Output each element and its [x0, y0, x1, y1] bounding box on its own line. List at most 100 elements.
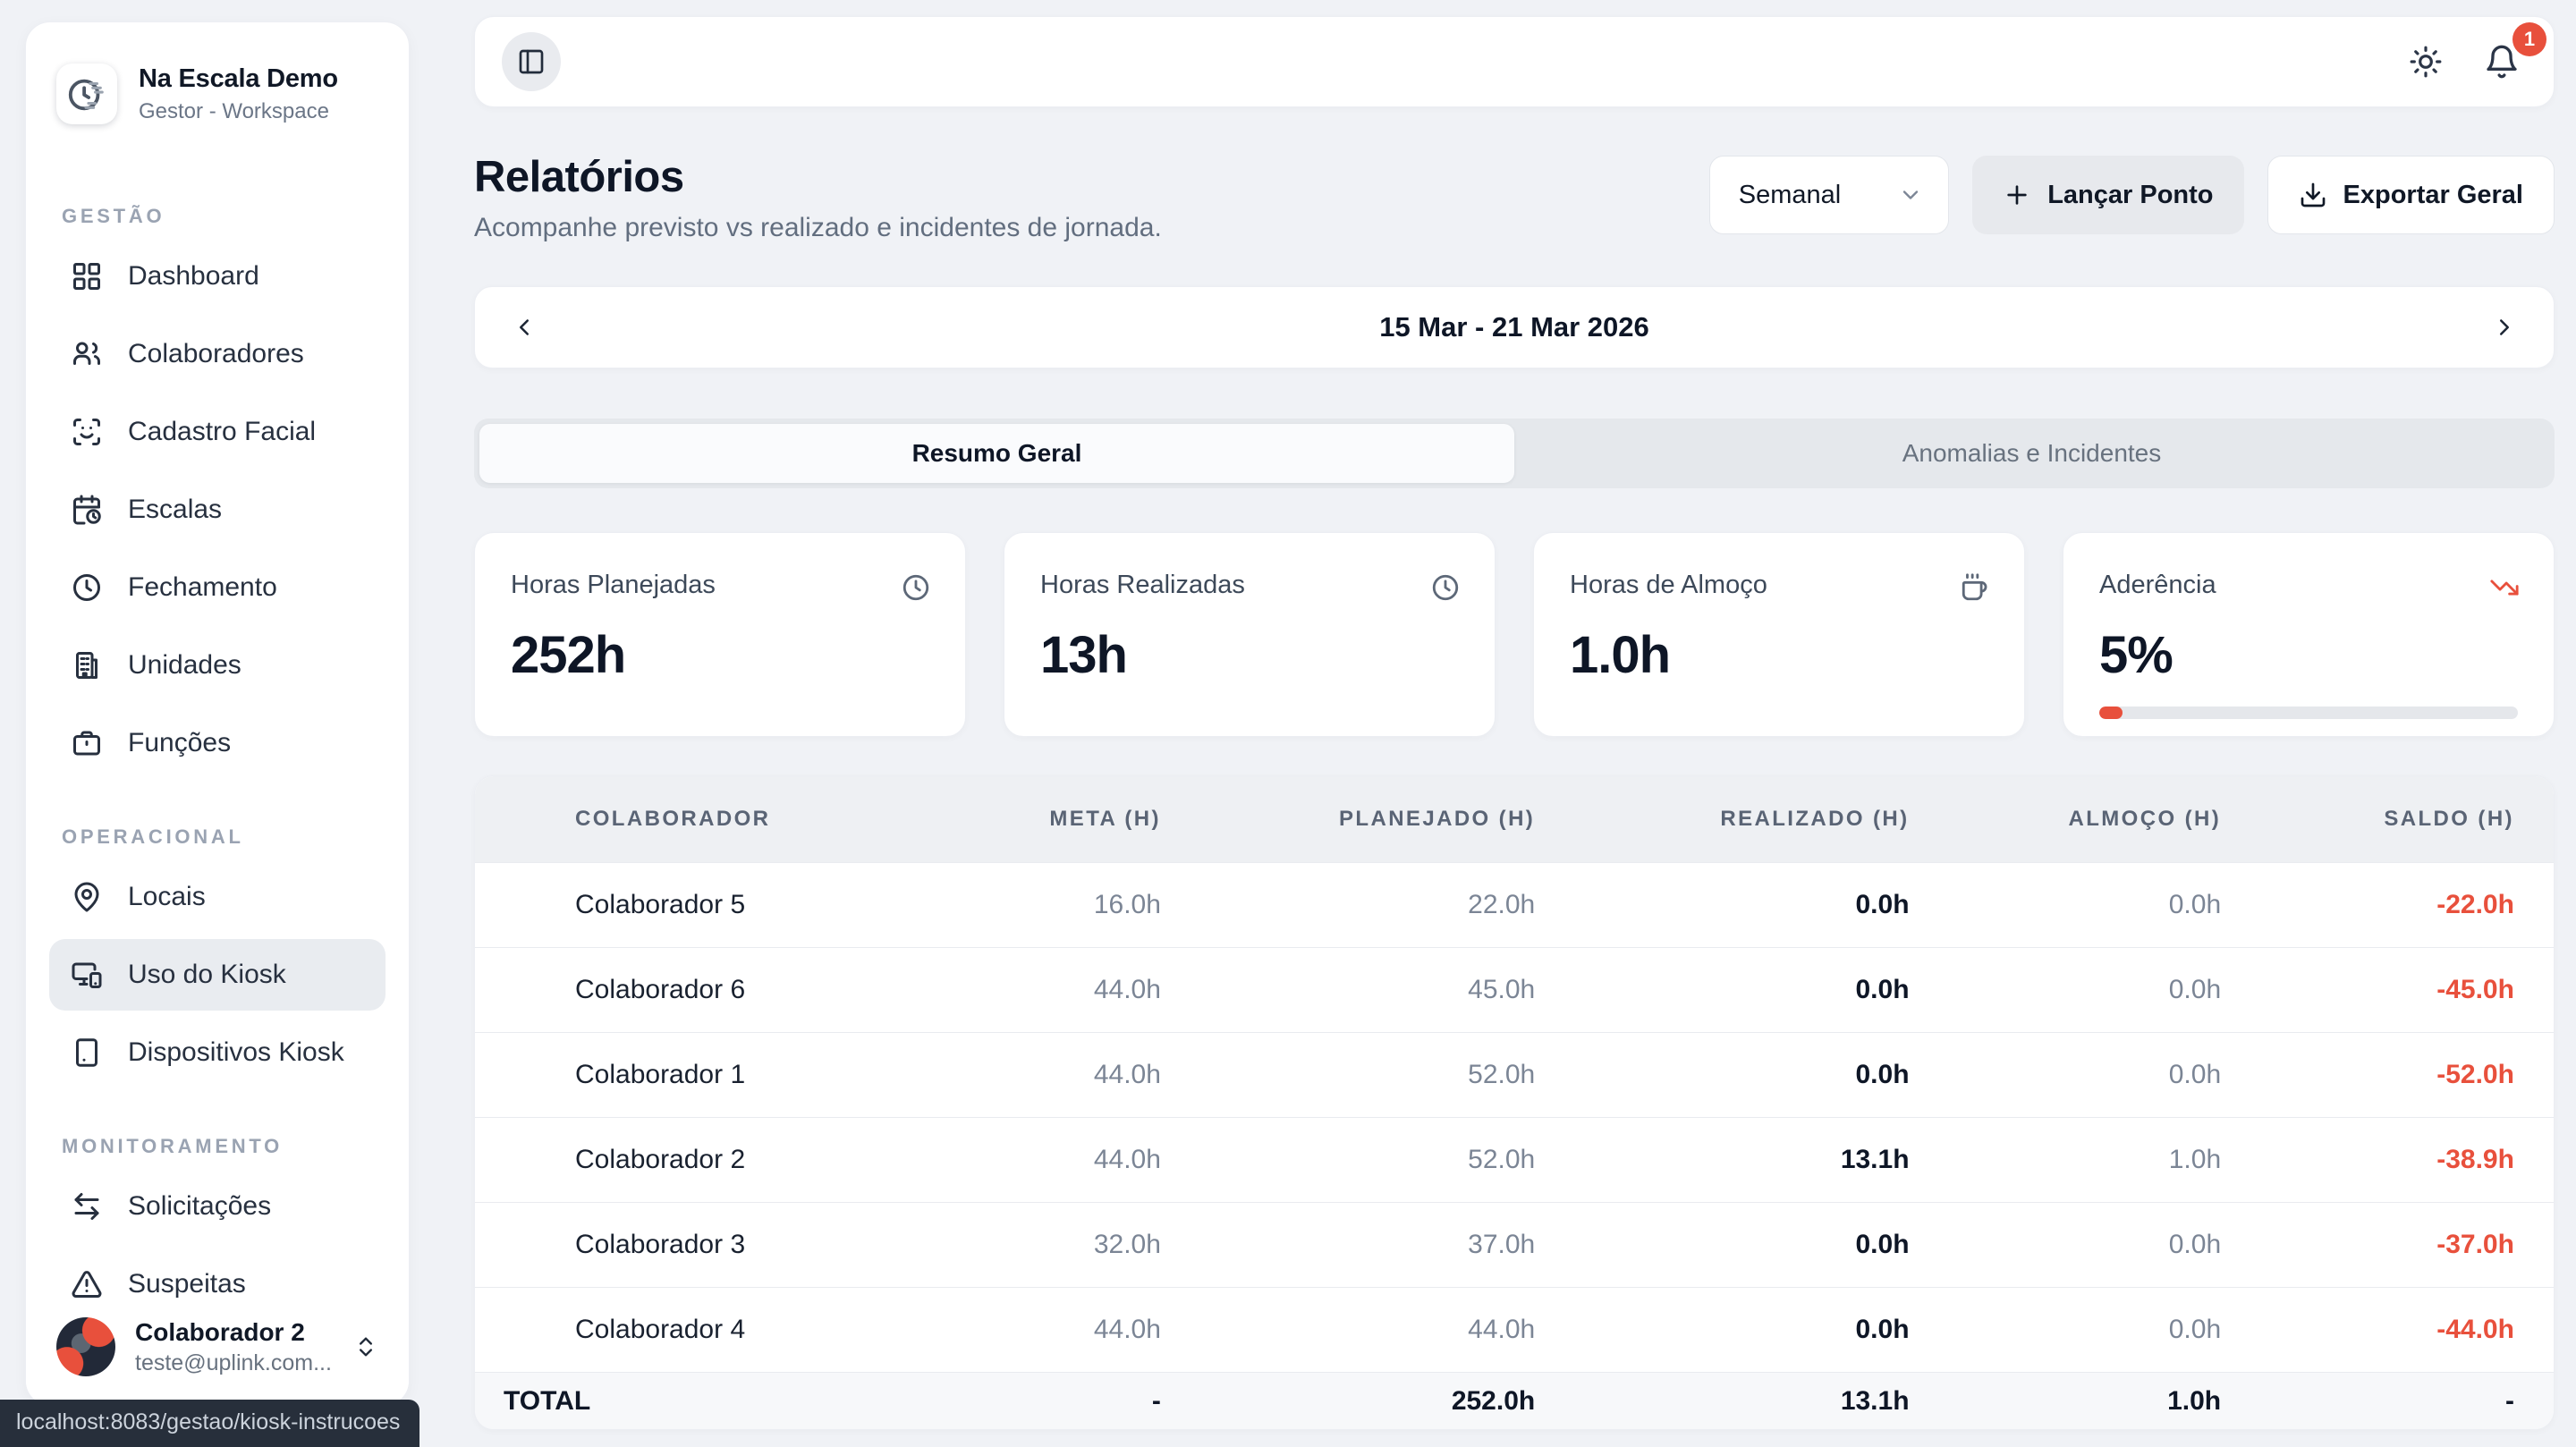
scan-face-icon: [73, 419, 100, 445]
sidebar-item-escalas[interactable]: Escalas: [49, 474, 386, 546]
cell-planejado: 44.0h: [1468, 1315, 1536, 1344]
cell-planejado: 52.0h: [1468, 1145, 1536, 1174]
card-label: Horas de Almoço: [1570, 571, 1767, 599]
layout-grid-icon: [73, 263, 100, 290]
cell-colaborador: Colaborador 3: [575, 1230, 746, 1259]
cell-realizado: 0.0h: [1855, 1060, 1910, 1089]
cell-saldo: -38.9h: [2436, 1145, 2514, 1174]
user-menu[interactable]: Colaborador 2 teste@uplink.com...: [26, 1301, 409, 1405]
tablet-icon: [76, 1038, 97, 1067]
table-row[interactable]: Colaborador 4 44.0h 44.0h 0.0h 0.0h -44.…: [475, 1287, 2554, 1372]
section-label-operacional: OPERACIONAL: [62, 825, 244, 848]
trending-down-icon: [2490, 580, 2519, 596]
total-planejado: 252.0h: [1451, 1385, 1536, 1416]
table-row[interactable]: Colaborador 6 44.0h 45.0h 0.0h 0.0h -45.…: [475, 947, 2554, 1032]
card-horas-almoco: Horas de Almoço 1.0h: [1533, 532, 2025, 737]
cell-planejado: 45.0h: [1468, 975, 1536, 1004]
sidebar-item-cadastro-facial[interactable]: Cadastro Facial: [49, 396, 386, 468]
col-saldo: SALDO (H): [2384, 807, 2514, 831]
briefcase-icon: [73, 731, 100, 756]
adherence-progress-track: [2099, 707, 2518, 719]
sidebar-item-solicitacoes[interactable]: Solicitações: [49, 1171, 386, 1242]
sidebar-item-dispositivos-kiosk[interactable]: Dispositivos Kiosk: [49, 1017, 386, 1088]
cell-planejado: 22.0h: [1468, 890, 1536, 919]
cell-realizado: 0.0h: [1855, 975, 1910, 1004]
export-general-button[interactable]: Exportar Geral: [2267, 156, 2555, 234]
table-row[interactable]: Colaborador 3 32.0h 37.0h 0.0h 0.0h -37.…: [475, 1202, 2554, 1287]
theme-toggle-button[interactable]: [2402, 38, 2450, 86]
sidebar-item-colaboradores[interactable]: Colaboradores: [49, 318, 386, 390]
table-row[interactable]: Colaborador 5 16.0h 22.0h 0.0h 0.0h -22.…: [475, 862, 2554, 947]
status-url: localhost:8083/gestao/kiosk-instrucoes: [16, 1409, 401, 1434]
next-week-button[interactable]: [2486, 309, 2523, 346]
launch-point-button[interactable]: Lançar Ponto: [1972, 156, 2244, 234]
sidebar: Na Escala Demo Gestor - Workspace GESTÃO…: [25, 21, 410, 1406]
sidebar-item-uso-do-kiosk[interactable]: Uso do Kiosk: [49, 939, 386, 1011]
col-almoco: ALMOÇO (H): [2068, 807, 2222, 831]
sidebar-toggle-button[interactable]: [502, 32, 561, 91]
cell-planejado: 37.0h: [1468, 1230, 1536, 1259]
app-logo: [56, 63, 117, 124]
workspace-role: Gestor - Workspace: [139, 98, 329, 123]
col-colaborador: COLABORADOR: [575, 807, 771, 831]
cell-meta: 16.0h: [1093, 890, 1161, 919]
building-icon: [76, 652, 97, 679]
monitor-smartphone-icon: [72, 962, 102, 988]
sidebar-item-label: Cadastro Facial: [128, 417, 317, 446]
total-saldo: -: [2504, 1385, 2514, 1416]
sun-icon: [2410, 46, 2442, 78]
cell-saldo: -22.0h: [2436, 890, 2514, 919]
cell-colaborador: Colaborador 4: [575, 1315, 746, 1344]
workspace-switcher[interactable]: Na Escala Demo Gestor - Workspace: [26, 22, 409, 124]
notifications-button[interactable]: [2477, 37, 2527, 87]
col-planejado: PLANEJADO (H): [1339, 807, 1536, 831]
user-email: teste@uplink.com...: [135, 1350, 332, 1375]
table-row[interactable]: Colaborador 2 44.0h 52.0h 13.1h 1.0h -38…: [475, 1117, 2554, 1202]
tab-resumo-geral[interactable]: Resumo Geral: [479, 424, 1514, 483]
table-total-row: TOTAL - 252.0h 13.1h 1.0h -: [475, 1372, 2554, 1429]
clock-icon: [1432, 574, 1459, 601]
tabs: Resumo Geral Anomalias e Incidentes: [474, 419, 2555, 488]
card-horas-realizadas: Horas Realizadas 13h: [1004, 532, 1496, 737]
calendar-clock-icon: [73, 495, 101, 525]
period-select[interactable]: Semanal: [1708, 156, 1950, 234]
cell-colaborador: Colaborador 1: [575, 1060, 746, 1089]
sidebar-item-label: Locais: [128, 882, 206, 911]
date-range-label: 15 Mar - 21 Mar 2026: [1379, 311, 1649, 343]
card-label: Aderência: [2099, 571, 2216, 599]
user-name: Colaborador 2: [135, 1317, 305, 1346]
sidebar-item-locais[interactable]: Locais: [49, 861, 386, 933]
chevron-right-icon: [2499, 319, 2509, 335]
cell-almoco: 0.0h: [2168, 1230, 2222, 1259]
prev-week-button[interactable]: [505, 309, 543, 346]
date-navigator: 15 Mar - 21 Mar 2026: [474, 286, 2555, 368]
page-subtitle: Acompanhe previsto vs realizado e incide…: [474, 213, 1162, 242]
cell-meta: 44.0h: [1093, 1060, 1161, 1089]
sidebar-item-suspeitas[interactable]: Suspeitas: [49, 1248, 386, 1301]
plus-icon: [2007, 185, 2027, 205]
table-row[interactable]: Colaborador 1 44.0h 52.0h 0.0h 0.0h -52.…: [475, 1032, 2554, 1117]
cell-meta: 32.0h: [1093, 1230, 1161, 1259]
card-value: 1.0h: [1570, 626, 1671, 684]
card-aderencia: Aderência 5%: [2063, 532, 2555, 737]
total-almoco: 1.0h: [2167, 1385, 2222, 1416]
cell-realizado: 0.0h: [1855, 1315, 1910, 1344]
cell-almoco: 0.0h: [2168, 1060, 2222, 1089]
card-value: 13h: [1040, 626, 1128, 684]
clock-icon: [902, 574, 929, 601]
coffee-icon: [1962, 573, 1987, 601]
card-horas-planejadas: Horas Planejadas 252h: [474, 532, 966, 737]
report-table: COLABORADOR META (H) PLANEJADO (H) REALI…: [474, 775, 2555, 1430]
section-label-monitoramento: MONITORAMENTO: [62, 1135, 284, 1157]
cell-almoco: 0.0h: [2168, 1315, 2222, 1344]
sidebar-item-dashboard[interactable]: Dashboard: [49, 241, 386, 312]
chevrons-up-down-icon: [360, 1337, 372, 1357]
cell-saldo: -44.0h: [2436, 1315, 2514, 1344]
arrow-right-left-icon: [74, 1193, 99, 1220]
sidebar-item-funcoes[interactable]: Funções: [49, 707, 386, 779]
sidebar-item-fechamento[interactable]: Fechamento: [49, 552, 386, 623]
sidebar-item-unidades[interactable]: Unidades: [49, 630, 386, 701]
tab-anomalias-incidentes[interactable]: Anomalias e Incidentes: [1902, 439, 2162, 467]
section-label-gestao: GESTÃO: [62, 205, 165, 227]
cell-saldo: -45.0h: [2436, 975, 2514, 1004]
